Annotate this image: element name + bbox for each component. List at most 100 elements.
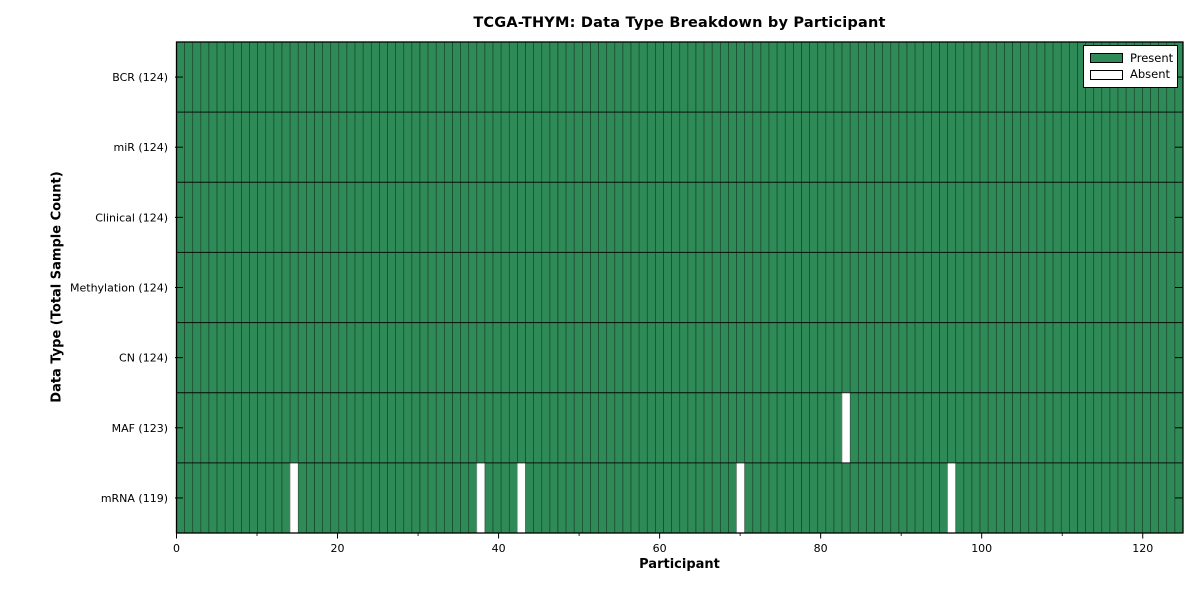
present-cell	[216, 322, 226, 394]
present-cell	[387, 252, 397, 323]
present-cell	[1150, 111, 1160, 183]
present-cell	[614, 41, 624, 113]
present-cell	[525, 462, 535, 534]
present-cell	[1060, 252, 1070, 323]
x-tick-label: 60	[653, 542, 667, 555]
present-cell	[679, 111, 689, 183]
present-cell	[979, 41, 989, 113]
present-cell	[590, 111, 599, 183]
present-cell	[931, 252, 940, 323]
present-cell	[736, 392, 746, 464]
present-cell	[784, 322, 794, 394]
present-cell	[419, 41, 429, 113]
present-cell	[622, 322, 632, 394]
present-cell	[452, 322, 461, 394]
present-cell	[971, 181, 981, 253]
present-cell	[306, 322, 315, 394]
present-cell	[525, 392, 535, 464]
present-cell	[192, 252, 202, 323]
present-cell	[484, 392, 494, 464]
present-cell	[703, 41, 713, 113]
present-cell	[1085, 322, 1095, 394]
present-cell	[379, 111, 388, 183]
present-cell	[517, 111, 526, 183]
present-cell	[346, 41, 356, 113]
present-cell	[1158, 462, 1168, 534]
present-cell	[760, 462, 770, 534]
present-cell	[525, 111, 535, 183]
present-cell	[508, 462, 518, 534]
present-cell	[1133, 392, 1143, 464]
present-cell	[906, 322, 916, 394]
present-cell	[728, 322, 737, 394]
present-cell	[549, 41, 559, 113]
y-tick-label: mRNA (119)	[101, 492, 168, 505]
present-cell	[995, 41, 1005, 113]
present-cell	[1125, 462, 1135, 534]
present-cell	[711, 41, 721, 113]
present-cell	[776, 462, 786, 534]
present-cell	[232, 252, 242, 323]
present-cell	[922, 41, 932, 113]
present-cell	[614, 322, 624, 394]
present-cell	[200, 111, 210, 183]
present-cell	[922, 392, 932, 464]
present-cell	[1150, 392, 1160, 464]
present-cell	[1117, 252, 1127, 323]
present-cell	[1125, 392, 1135, 464]
present-cell	[395, 392, 405, 464]
present-cell	[379, 181, 388, 253]
present-cell	[719, 111, 729, 183]
present-cell	[338, 252, 348, 323]
present-cell	[468, 41, 478, 113]
present-cell	[1093, 111, 1103, 183]
present-cell	[444, 322, 453, 394]
present-cell	[914, 322, 924, 394]
present-cell	[752, 181, 762, 253]
present-cell	[184, 111, 194, 183]
present-cell	[598, 392, 608, 464]
present-cell	[1109, 392, 1119, 464]
present-cell	[192, 111, 202, 183]
present-cell	[395, 111, 405, 183]
present-cell	[695, 111, 705, 183]
present-cell	[460, 252, 470, 323]
present-cell	[866, 181, 875, 253]
present-cell	[614, 111, 624, 183]
present-cell	[646, 252, 656, 323]
present-cell	[679, 392, 689, 464]
present-cell	[224, 392, 234, 464]
present-cell	[784, 252, 794, 323]
present-cell	[387, 462, 397, 534]
present-cell	[874, 111, 884, 183]
present-cell	[817, 322, 827, 394]
present-cell	[257, 41, 267, 113]
present-cell	[581, 462, 591, 534]
present-cell	[232, 462, 242, 534]
present-cell	[890, 462, 900, 534]
present-cell	[192, 392, 202, 464]
present-cell	[760, 322, 770, 394]
present-cell	[573, 322, 583, 394]
present-cell	[541, 392, 551, 464]
present-cell	[801, 111, 810, 183]
present-cell	[500, 41, 510, 113]
present-cell	[265, 252, 275, 323]
absent-cell	[476, 462, 486, 534]
present-cell	[338, 322, 348, 394]
present-cell	[241, 392, 250, 464]
present-cell	[508, 181, 518, 253]
present-cell	[362, 111, 372, 183]
present-cell	[898, 111, 908, 183]
present-cell	[273, 181, 283, 253]
present-cell	[882, 392, 892, 464]
present-cell	[874, 181, 884, 253]
present-cell	[630, 111, 640, 183]
present-cell	[784, 111, 794, 183]
present-cell	[890, 392, 900, 464]
present-cell	[517, 322, 526, 394]
present-cell	[1060, 462, 1070, 534]
present-cell	[232, 322, 242, 394]
present-cell	[768, 392, 778, 464]
present-cell	[354, 462, 364, 534]
